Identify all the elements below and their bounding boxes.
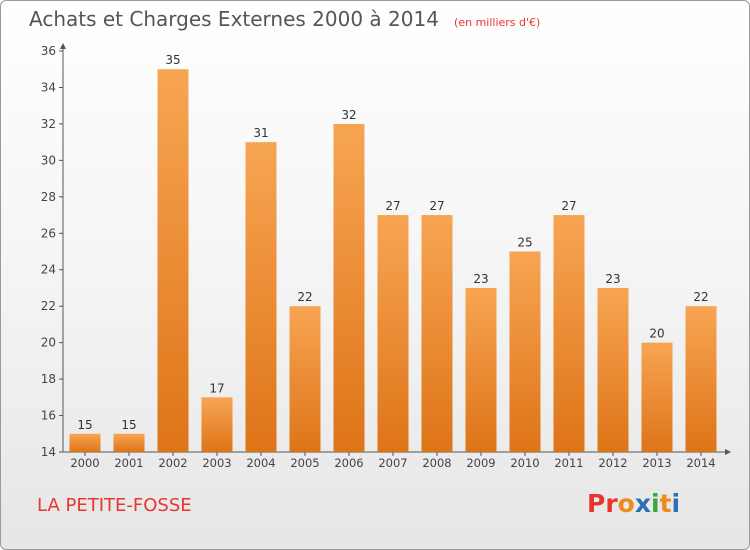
x-tick-label: 2007 [378, 456, 407, 470]
y-axis-arrow [60, 43, 66, 49]
logo-letter: r [605, 489, 618, 518]
bar [641, 342, 673, 452]
x-tick-label: 2009 [466, 456, 495, 470]
chart-labels: 15 2000 15 2001 35 2002 17 2003 31 2004 22 2005 32 20… [70, 53, 715, 470]
data-label: 15 [121, 418, 136, 432]
bar [597, 287, 629, 452]
chart-title: Achats et Charges Externes 2000 à 2014 [29, 7, 439, 31]
y-tick-label: 20 [41, 336, 56, 350]
data-label: 35 [165, 53, 180, 67]
y-tick-label: 22 [41, 299, 56, 313]
logo-letter: t [659, 489, 672, 518]
y-tick-label: 28 [41, 190, 56, 204]
data-label: 22 [297, 290, 312, 304]
data-label: 17 [209, 381, 224, 395]
logo-letter: i [671, 489, 681, 518]
data-label: 31 [253, 126, 268, 140]
x-tick-label: 2000 [70, 456, 99, 470]
x-tick-label: 2001 [114, 456, 143, 470]
y-tick-label: 14 [41, 445, 56, 459]
y-tick-label: 30 [41, 153, 56, 167]
bar [157, 69, 189, 453]
x-tick-label: 2006 [334, 456, 363, 470]
bar [113, 433, 145, 452]
data-label: 27 [561, 199, 576, 213]
bar [421, 215, 453, 452]
bar [553, 215, 585, 452]
y-tick-label: 16 [41, 409, 56, 423]
bar [333, 123, 365, 452]
y-tick-label: 26 [41, 226, 56, 240]
data-label: 20 [649, 327, 664, 341]
data-label: 27 [385, 199, 400, 213]
bar [465, 287, 497, 452]
logo-letter: P [587, 489, 606, 518]
data-label: 25 [517, 236, 532, 250]
logo-letter: x [634, 489, 651, 518]
x-tick-label: 2014 [686, 456, 715, 470]
chart-subtitle: (en milliers d'€) [454, 16, 541, 29]
bar [685, 306, 717, 452]
x-tick-label: 2004 [246, 456, 275, 470]
data-label: 32 [341, 108, 356, 122]
bar [289, 306, 321, 452]
bar [509, 251, 541, 452]
data-label: 23 [473, 272, 488, 286]
chart-bars [69, 69, 717, 453]
data-label: 23 [605, 272, 620, 286]
x-tick-label: 2011 [554, 456, 583, 470]
x-tick-label: 2008 [422, 456, 451, 470]
data-label: 15 [77, 418, 92, 432]
y-tick-label: 24 [41, 263, 56, 277]
x-tick-label: 2013 [642, 456, 671, 470]
x-tick-label: 2010 [510, 456, 539, 470]
bar [201, 397, 233, 452]
chart-axes: 14 16 18 20 22 24 26 28 30 32 34 36 [41, 43, 731, 459]
data-label: 22 [693, 290, 708, 304]
bar [377, 215, 409, 452]
place-name: LA PETITE-FOSSE [37, 495, 192, 516]
logo-letter: o [617, 489, 635, 518]
chart-title-block: Achats et Charges Externes 2000 à 2014 (… [29, 7, 540, 31]
y-tick-label: 32 [41, 117, 56, 131]
proxiti-logo[interactable]: Proxiti [587, 489, 680, 518]
x-tick-label: 2002 [158, 456, 187, 470]
y-tick-label: 18 [41, 372, 56, 386]
x-tick-label: 2005 [290, 456, 319, 470]
y-tick-label: 34 [41, 80, 56, 94]
x-axis-arrow [725, 449, 731, 455]
data-label: 27 [429, 199, 444, 213]
y-tick-label: 36 [41, 44, 56, 58]
x-tick-label: 2003 [202, 456, 231, 470]
x-tick-label: 2012 [598, 456, 627, 470]
bar [245, 142, 277, 453]
bar [69, 433, 101, 452]
logo-letter: i [651, 489, 660, 518]
